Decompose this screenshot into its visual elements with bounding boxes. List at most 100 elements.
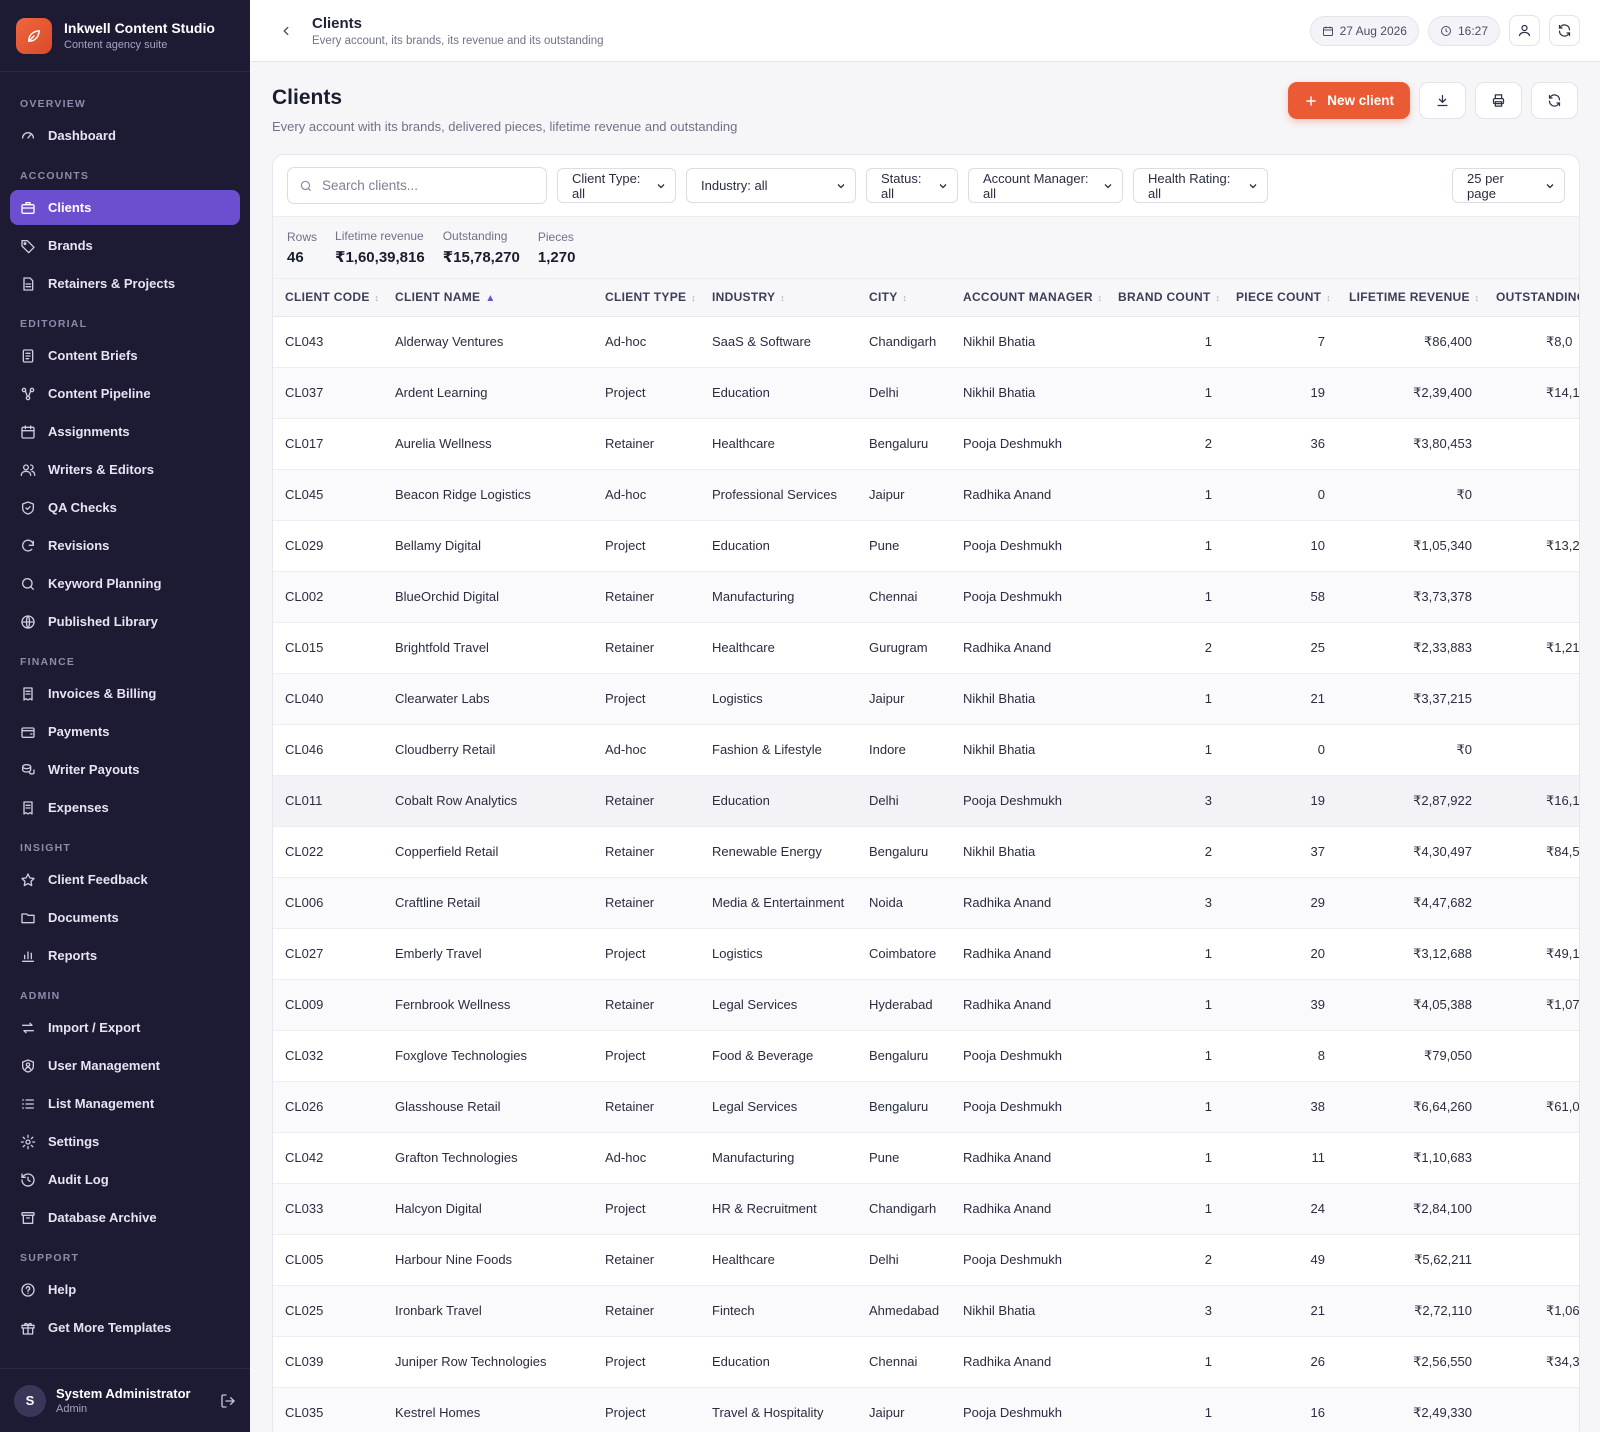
sidebar-item-assignments[interactable]: Assignments [10, 414, 240, 449]
per-page-select[interactable]: 25 per page [1452, 168, 1565, 203]
sidebar-item-client-feedback[interactable]: Client Feedback [10, 862, 240, 897]
cell-city: Bengaluru [857, 418, 951, 470]
account-manager-select[interactable]: Account Manager: all [968, 168, 1123, 203]
logout-icon[interactable] [220, 1393, 236, 1409]
sidebar-item-expenses[interactable]: Expenses [10, 790, 240, 825]
reload-button[interactable] [1531, 82, 1578, 119]
cell-client-name: Kestrel Homes [383, 1387, 593, 1432]
sidebar-item-writers-editors[interactable]: Writers & Editors [10, 452, 240, 487]
sidebar-item-get-more-templates[interactable]: Get More Templates [10, 1310, 240, 1345]
nav-section-heading: EDITORIAL [20, 318, 88, 330]
sort-icon[interactable]: ↕ [1212, 293, 1221, 304]
sort-icon[interactable]: ↕ [1094, 293, 1103, 304]
column-header-piece-count[interactable]: PIECE COUNT ↕ [1224, 279, 1337, 317]
table-row[interactable]: CL022 Copperfield Retail Retainer Renewable… [273, 826, 1579, 878]
column-header-client-name[interactable]: CLIENT NAME ▲ [383, 279, 593, 317]
table-row[interactable]: CL015 Brightfold Travel Retainer Healthcare… [273, 622, 1579, 674]
table-row[interactable]: CL025 Ironbark Travel Retainer Fintech Ahmed… [273, 1285, 1579, 1337]
client-type-select[interactable]: Client Type: all [557, 168, 676, 203]
sidebar-item-content-pipeline[interactable]: Content Pipeline [10, 376, 240, 411]
table-row[interactable]: CL011 Cobalt Row Analytics Retainer Educati… [273, 775, 1579, 827]
sidebar-item-brands[interactable]: Brands [10, 228, 240, 263]
sidebar-item-qa-checks[interactable]: QA Checks [10, 490, 240, 525]
sidebar-item-user-management[interactable]: User Management [10, 1048, 240, 1083]
column-header-industry[interactable]: INDUSTRY ↕ [700, 279, 857, 317]
table-row[interactable]: CL042 Grafton Technologies Ad-hoc Manufactu… [273, 1132, 1579, 1184]
user-icon[interactable] [1509, 15, 1540, 46]
sidebar-item-retainers-projects[interactable]: Retainers & Projects [10, 266, 240, 301]
table-row[interactable]: CL017 Aurelia Wellness Retainer Healthcare B… [273, 418, 1579, 470]
refresh-icon[interactable] [1549, 15, 1580, 46]
column-header-client-type[interactable]: CLIENT TYPE ↕ [593, 279, 700, 317]
sidebar-item-database-archive[interactable]: Database Archive [10, 1200, 240, 1235]
status-select[interactable]: Status: all [866, 168, 958, 203]
table-row[interactable]: CL026 Glasshouse Retail Retainer Legal Serv… [273, 1081, 1579, 1133]
table-row[interactable]: CL035 Kestrel Homes Project Travel & Hospit… [273, 1387, 1579, 1432]
sidebar-item-revisions[interactable]: Revisions [10, 528, 240, 563]
help-icon [20, 1282, 36, 1298]
column-header-client-code[interactable]: CLIENT CODE ↕ [273, 279, 383, 317]
sidebar-item-import-export[interactable]: Import / Export [10, 1010, 240, 1045]
table-row[interactable]: CL037 Ardent Learning Project Education Delh… [273, 367, 1579, 419]
table-row[interactable]: CL029 Bellamy Digital Project Education Pune… [273, 520, 1579, 572]
sidebar-item-documents[interactable]: Documents [10, 900, 240, 935]
download-button[interactable] [1419, 82, 1466, 119]
column-header-brand-count[interactable]: BRAND COUNT ↕ [1106, 279, 1224, 317]
stat-outstanding: Outstanding ₹15,78,270 [443, 229, 520, 266]
sort-icon[interactable]: ↕ [688, 293, 696, 304]
column-header-city[interactable]: CITY ↕ [857, 279, 951, 317]
cell-industry: Legal Services [700, 1081, 857, 1133]
table-row[interactable]: CL009 Fernbrook Wellness Retainer Legal Ser… [273, 979, 1579, 1031]
sidebar-item-payments[interactable]: Payments [10, 714, 240, 749]
table-row[interactable]: CL033 Halcyon Digital Project HR & Recruitm… [273, 1183, 1579, 1235]
cell-account-manager: Radhika Anand [951, 622, 1106, 674]
sidebar-item-keyword-planning[interactable]: Keyword Planning [10, 566, 240, 601]
sort-icon[interactable]: ↕ [777, 293, 785, 304]
table-row[interactable]: CL039 Juniper Row Technologies Project Educ… [273, 1336, 1579, 1388]
sidebar-item-invoices-billing[interactable]: Invoices & Billing [10, 676, 240, 711]
table-row[interactable]: CL040 Clearwater Labs Project Logistics Jaip… [273, 673, 1579, 725]
back-chevron-icon[interactable] [272, 17, 300, 45]
table-row[interactable]: CL032 Foxglove Technologies Project Food & … [273, 1030, 1579, 1082]
industry-select[interactable]: Industry: all [686, 168, 856, 203]
brand-header[interactable]: Inkwell Content Studio Content agency su… [0, 0, 250, 72]
sidebar-item-audit-log[interactable]: Audit Log [10, 1162, 240, 1197]
sidebar-item-published-library[interactable]: Published Library [10, 604, 240, 639]
sort-icon[interactable]: ↕ [899, 293, 908, 304]
avatar[interactable]: S [14, 1384, 46, 1417]
new-client-button[interactable]: New client [1288, 82, 1410, 119]
sidebar-item-settings[interactable]: Settings [10, 1124, 240, 1159]
cell-client-name: Ironbark Travel [383, 1285, 593, 1337]
sort-ascending-icon[interactable]: ▲ [482, 293, 496, 305]
table-row[interactable]: CL002 BlueOrchid Digital Retainer Manufactu… [273, 571, 1579, 623]
table-row[interactable]: CL046 Cloudberry Retail Ad-hoc Fashion & Li… [273, 724, 1579, 776]
sidebar-item-dashboard[interactable]: Dashboard [10, 118, 240, 153]
table-row[interactable]: CL043 Alderway Ventures Ad-hoc SaaS & Softw… [273, 316, 1579, 368]
print-button[interactable] [1475, 82, 1522, 119]
cell-client-code: CL029 [273, 520, 383, 572]
sidebar-item-writer-payouts[interactable]: Writer Payouts [10, 752, 240, 787]
sidebar-item-reports[interactable]: Reports [10, 938, 240, 973]
column-header-account-manager[interactable]: ACCOUNT MANAGER ↕ [951, 279, 1106, 317]
cell-client-code: CL002 [273, 571, 383, 623]
sort-icon[interactable]: ↕ [371, 293, 380, 304]
table-row[interactable]: CL027 Emberly Travel Project Logistics Coimb… [273, 928, 1579, 980]
cell-city: Chennai [857, 1336, 951, 1388]
sort-icon[interactable]: ↕ [1471, 293, 1480, 304]
search-input[interactable] [322, 178, 522, 193]
sidebar-item-help[interactable]: Help [10, 1272, 240, 1307]
sidebar-item-list-management[interactable]: List Management [10, 1086, 240, 1121]
sidebar-item-clients[interactable]: Clients [10, 190, 240, 225]
sort-icon[interactable]: ↕ [1323, 293, 1331, 304]
page-title: Clients [272, 86, 343, 109]
health-rating-select[interactable]: Health Rating: all [1133, 168, 1268, 203]
table-row[interactable]: CL006 Craftline Retail Retainer Media & Ent… [273, 877, 1579, 929]
column-header-label: CLIENT NAME [395, 290, 481, 305]
search-box[interactable] [287, 167, 547, 204]
column-header-lifetime-revenue[interactable]: LIFETIME REVENUE ↕ [1337, 279, 1484, 317]
column-header-outstanding[interactable]: OUTSTANDING [1484, 279, 1579, 317]
user-name: System Administrator [56, 1386, 191, 1401]
table-row[interactable]: CL045 Beacon Ridge Logistics Ad-hoc Profess… [273, 469, 1579, 521]
sidebar-item-content-briefs[interactable]: Content Briefs [10, 338, 240, 373]
table-row[interactable]: CL005 Harbour Nine Foods Retainer Healthcar… [273, 1234, 1579, 1286]
